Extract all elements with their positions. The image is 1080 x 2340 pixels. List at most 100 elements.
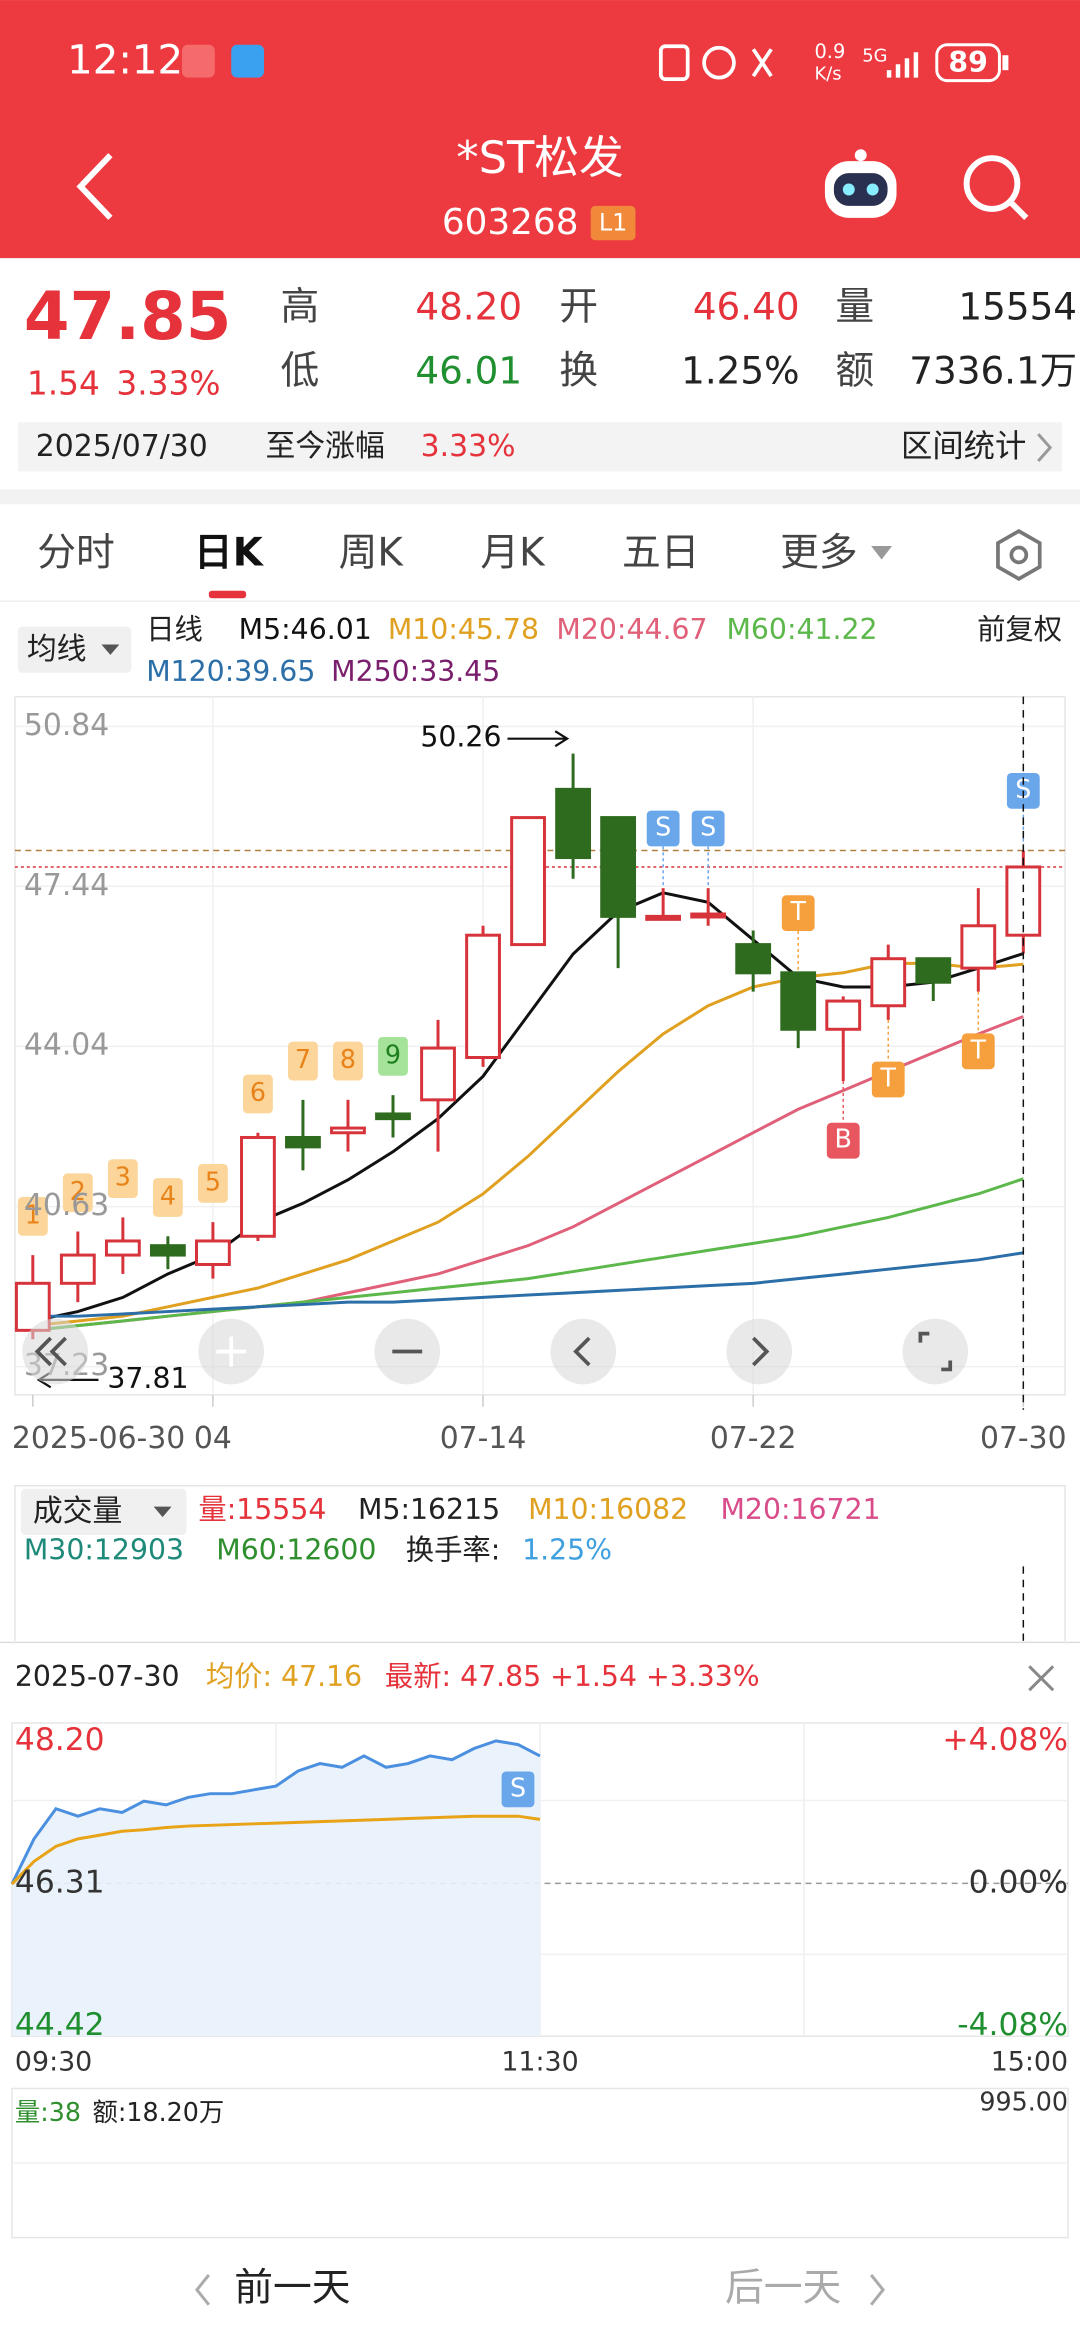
signal-label: T bbox=[789, 896, 806, 926]
turnover: 1.25% bbox=[681, 348, 799, 392]
td-badge bbox=[288, 1041, 318, 1081]
candle-body bbox=[690, 912, 727, 919]
y-tick-label: 47.44 bbox=[24, 868, 109, 903]
candle-body bbox=[915, 957, 952, 984]
td-badge bbox=[378, 1036, 408, 1076]
signal-label: S bbox=[700, 811, 716, 841]
candle-body bbox=[960, 924, 997, 970]
range-bar[interactable] bbox=[17, 422, 1063, 472]
volume-legend: M20:16721 bbox=[720, 1493, 880, 1526]
back-button[interactable] bbox=[76, 153, 113, 220]
td-badge bbox=[17, 1196, 48, 1236]
signal-label: B bbox=[835, 1124, 852, 1154]
signal-badge bbox=[781, 895, 815, 932]
volume-label: 量:38 bbox=[15, 2097, 81, 2127]
label: 额 bbox=[835, 348, 874, 393]
td-label: 2 bbox=[70, 1176, 86, 1206]
tab[interactable]: 月K bbox=[480, 530, 546, 575]
td-badge bbox=[152, 1178, 183, 1217]
volume-legend: 量:15554 bbox=[198, 1493, 326, 1526]
candle-body bbox=[870, 957, 907, 1008]
tab[interactable]: 周K bbox=[339, 530, 405, 575]
legend-item: M60:41.22 bbox=[726, 613, 877, 646]
adjust-button[interactable]: 前复权 bbox=[977, 613, 1062, 646]
chart-control[interactable] bbox=[22, 1318, 89, 1385]
x-tick-label: 11:30 bbox=[501, 2047, 578, 2078]
td-badge bbox=[197, 1163, 228, 1203]
control-icon bbox=[573, 1336, 591, 1367]
candle-body bbox=[510, 816, 546, 947]
tab[interactable]: 日K bbox=[194, 530, 265, 575]
ma-selector[interactable] bbox=[17, 626, 132, 673]
td-label: 6 bbox=[250, 1077, 266, 1107]
dropdown-arrow bbox=[871, 546, 893, 560]
candle-body bbox=[465, 933, 501, 1059]
chart-control[interactable] bbox=[726, 1318, 793, 1385]
y-tick-label: 46.31 bbox=[15, 1864, 105, 1900]
signal-badge bbox=[961, 1033, 995, 1070]
x-tick-label: 07-30 bbox=[980, 1421, 1067, 1456]
dropdown-arrow bbox=[101, 644, 120, 655]
candle-body bbox=[285, 1135, 321, 1149]
close-button[interactable] bbox=[1028, 1665, 1055, 1692]
ma-line bbox=[32, 1177, 1024, 1332]
td-label: 7 bbox=[295, 1044, 311, 1074]
chevron bbox=[194, 2273, 211, 2306]
y-tick-label: 40.63 bbox=[24, 1188, 109, 1223]
candle-body bbox=[420, 1046, 456, 1102]
price-area bbox=[11, 1740, 540, 2037]
stock-name: *ST松发 bbox=[456, 131, 624, 184]
candle-body bbox=[104, 1239, 141, 1257]
next-day[interactable]: 后一天 bbox=[725, 2265, 841, 2310]
control-icon bbox=[216, 1336, 247, 1367]
change-pct: 3.33% bbox=[116, 364, 220, 402]
x-tick-label: 2025-06-30 bbox=[12, 1421, 185, 1456]
battery-level: 89 bbox=[948, 46, 987, 79]
network: 5G bbox=[862, 46, 887, 67]
tab[interactable]: 更多 bbox=[780, 530, 858, 575]
open: 46.40 bbox=[693, 284, 800, 328]
signal-label: S bbox=[510, 1772, 526, 1802]
avg-price: 均价: 47.16 bbox=[206, 1660, 362, 1693]
volume-legend: 1.25% bbox=[522, 1533, 612, 1566]
high: 48.20 bbox=[415, 284, 522, 328]
volume-legend: M10:16082 bbox=[528, 1493, 688, 1526]
signal-icon bbox=[886, 52, 919, 78]
prev-day[interactable]: 前一天 bbox=[234, 2265, 350, 2310]
chevron bbox=[869, 2273, 886, 2306]
signal-badge bbox=[501, 1771, 535, 1808]
search-button[interactable] bbox=[963, 155, 1029, 220]
tab[interactable]: 五日 bbox=[622, 530, 700, 575]
td-label: 5 bbox=[205, 1166, 221, 1196]
intraday-line bbox=[10, 1739, 541, 1885]
ma-line bbox=[32, 1251, 1024, 1318]
y2-tick-label: 0.00% bbox=[969, 1864, 1068, 1900]
stats-button[interactable]: 区间统计 bbox=[901, 429, 1026, 465]
signal-badge bbox=[646, 810, 680, 847]
volume-selector[interactable] bbox=[20, 1488, 187, 1536]
chevron bbox=[1037, 433, 1053, 462]
candle-body bbox=[240, 1135, 276, 1238]
date: 2025/07/30 bbox=[36, 429, 208, 464]
candle-body bbox=[645, 914, 682, 921]
chart-control[interactable] bbox=[550, 1318, 617, 1385]
tab[interactable]: 分时 bbox=[37, 530, 115, 575]
robot-button[interactable] bbox=[824, 149, 897, 218]
signal-label: S bbox=[655, 811, 671, 841]
volume-legend: M5:16215 bbox=[358, 1493, 500, 1526]
settings-button[interactable] bbox=[996, 528, 1042, 581]
x-tick-label: 15:00 bbox=[991, 2047, 1068, 2078]
td-badge bbox=[243, 1074, 273, 1114]
legend-item: M120:39.65 bbox=[146, 655, 315, 688]
y-tick-label: 44.04 bbox=[24, 1028, 109, 1063]
td-label: 4 bbox=[160, 1180, 176, 1210]
chart-control[interactable] bbox=[902, 1318, 969, 1385]
latest-price: 最新: 47.85 +1.54 +3.33% bbox=[385, 1660, 760, 1693]
label: 换 bbox=[559, 348, 598, 393]
td-label: 3 bbox=[115, 1162, 131, 1192]
stock-code: 603268 bbox=[442, 202, 579, 243]
candle-body bbox=[59, 1253, 96, 1285]
signal-label: T bbox=[880, 1063, 897, 1093]
